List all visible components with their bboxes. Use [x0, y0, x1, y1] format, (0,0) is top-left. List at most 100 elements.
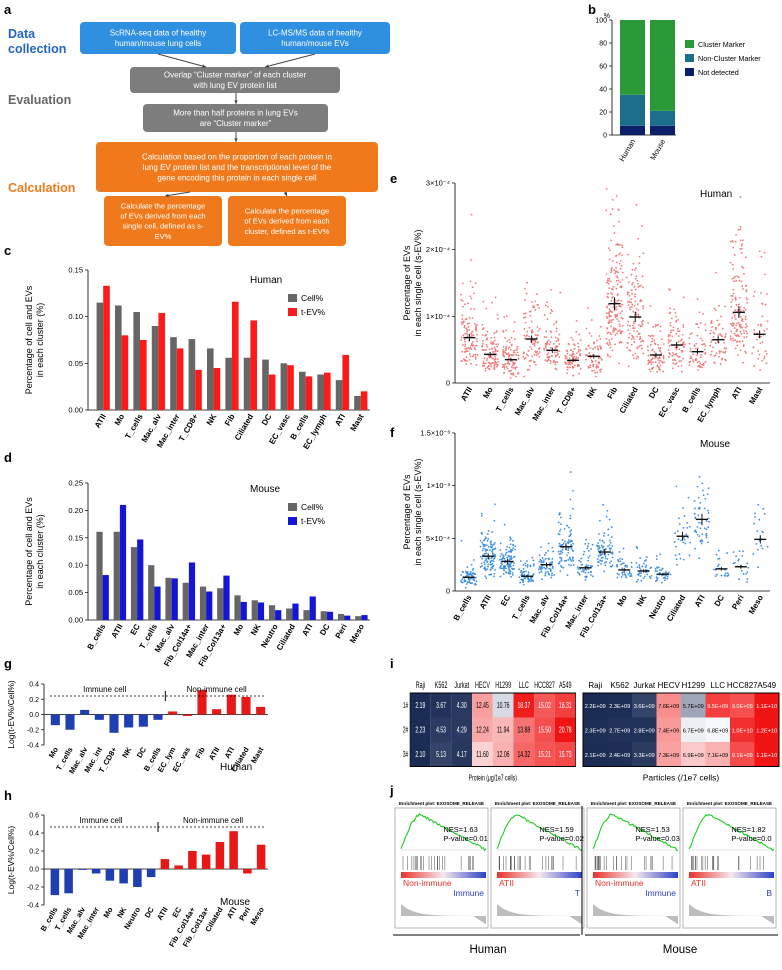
b-category-label: Human [617, 138, 637, 163]
e-dot [741, 340, 744, 343]
f-dots-10 [654, 553, 672, 584]
f-dot [510, 557, 513, 560]
d-bar-tev-9 [257, 602, 265, 620]
e-dot [470, 348, 473, 350]
i-axis-label: Particles (/1e7 cells) [643, 773, 720, 783]
e-dots-2 [501, 315, 520, 380]
f-dot [544, 571, 547, 573]
e-dot [473, 347, 476, 349]
e-dot [692, 360, 695, 363]
e-dot [534, 350, 537, 353]
e-dot [571, 339, 574, 341]
e-dot [682, 326, 685, 328]
j-enrichment-curve [688, 813, 775, 852]
text-line: Percentage of EVs [402, 245, 412, 321]
f-dot [705, 528, 708, 531]
f-dot [491, 544, 494, 547]
e-dot [732, 288, 735, 291]
f-dot [624, 575, 627, 577]
e-dot [739, 248, 742, 250]
i-cell [754, 742, 779, 767]
f-dot [505, 551, 508, 554]
e-dot [610, 300, 613, 302]
e-dot [607, 344, 610, 347]
j-enrichment-curve [400, 813, 487, 852]
f-dot [486, 533, 489, 536]
e-dot [627, 304, 630, 306]
e-dot [571, 353, 574, 356]
f-dot [693, 530, 696, 533]
e-dot [475, 324, 478, 327]
h-bar-13 [229, 831, 238, 869]
e-dot [714, 326, 717, 329]
f-dot [618, 551, 621, 553]
e-dot [493, 368, 496, 371]
text-line: lung EV protein list and the transcripti… [143, 163, 332, 172]
f-dot [696, 533, 699, 536]
e-dot [554, 346, 557, 349]
box-tev [228, 196, 346, 246]
e-dot [503, 316, 506, 318]
f-dot [540, 561, 543, 564]
e-dot [484, 367, 487, 370]
e-dot [469, 355, 472, 358]
e-dot [766, 320, 769, 323]
e-dot [493, 332, 496, 335]
i-cell-value: 16.31 [559, 702, 572, 710]
e-dot [515, 366, 518, 369]
e-dot [552, 360, 555, 362]
f-dot [503, 569, 506, 572]
e-dot [510, 343, 513, 346]
e-dot [594, 360, 597, 363]
e-dot [717, 304, 720, 307]
e-dot [531, 301, 533, 303]
e-dot [636, 330, 639, 333]
e-dot [734, 296, 737, 299]
e-dot [528, 326, 531, 329]
c-bar-cell-12 [317, 374, 324, 410]
e-dot [575, 330, 578, 333]
e-dot [525, 292, 528, 295]
c-bar-tev-14 [360, 391, 368, 410]
f-dot [597, 564, 599, 567]
e-dot [637, 356, 640, 359]
e-dot [731, 337, 734, 340]
e-dot [461, 282, 464, 285]
f-dot [541, 556, 544, 559]
f-dot [570, 564, 572, 567]
c-bar-tev-8 [250, 320, 258, 410]
e-dot [675, 320, 677, 323]
e-dot [533, 339, 535, 342]
i-cell-value: 9.1E+09 [732, 753, 753, 759]
j-gsea-plot-2: Enrichment plot: EXOSOME_RELEASENES=1.53… [586, 801, 681, 929]
f-dot [701, 482, 704, 485]
f-dot [713, 568, 715, 571]
f-dot [656, 577, 659, 580]
f-dots-0 [460, 539, 478, 589]
d-category-label: DC [318, 622, 332, 637]
b-ytick-label: 40 [599, 87, 607, 94]
f-dot [585, 575, 588, 578]
e-dot [494, 348, 497, 350]
e-dot [486, 345, 489, 348]
e-dot [656, 365, 659, 367]
e-dot [486, 357, 489, 360]
e-dot [551, 310, 554, 313]
f-dot [461, 581, 464, 584]
e-dot [619, 281, 622, 284]
f-category-label: Neutro [647, 593, 668, 620]
text-line: of EVs derived from each [120, 212, 205, 221]
e-dot [575, 352, 578, 355]
e-dot [757, 350, 760, 352]
e-dot [502, 329, 505, 332]
e-dot [723, 341, 726, 344]
e-dot [640, 321, 643, 323]
e-dot [579, 349, 582, 351]
d-category-label: Mo [232, 622, 246, 637]
f-dot [621, 573, 624, 576]
f-dot [702, 489, 704, 492]
e-dot [589, 347, 592, 350]
c-bar-tev-4 [176, 348, 184, 410]
e-dot [608, 249, 611, 252]
f-dot [600, 544, 603, 547]
